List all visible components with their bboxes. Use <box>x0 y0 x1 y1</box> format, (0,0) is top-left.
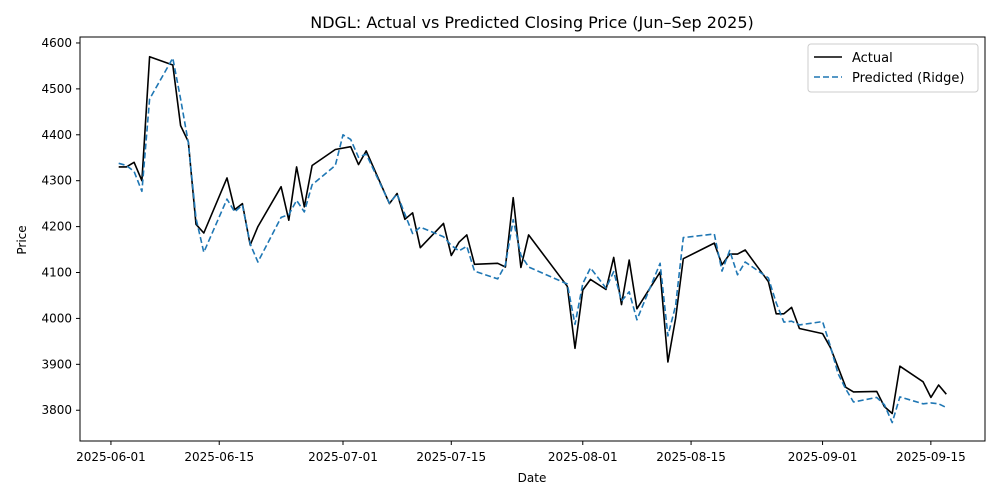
x-axis: 2025-06-01 2025-06-15 2025-07-01 2025-07-15… <box>76 441 966 464</box>
x-tick-label: 2025-08-01 <box>548 450 618 464</box>
chart-title: NDGL: Actual vs Predicted Closing Price … <box>310 13 754 32</box>
y-tick-label: 4600 <box>41 36 72 50</box>
legend-label: Predicted (Ridge) <box>852 71 964 86</box>
y-tick-label: 4200 <box>41 220 72 234</box>
y-tick-label: 4500 <box>41 82 72 96</box>
series-line-predicted <box>118 57 947 424</box>
x-tick-label: 2025-07-01 <box>308 450 378 464</box>
plot-area <box>79 36 986 442</box>
y-axis: 3800 3900 4000 4100 4200 4300 4400 4500 4600 <box>41 36 80 417</box>
y-tick-label: 4100 <box>41 266 72 280</box>
x-tick-label: 2025-06-01 <box>76 450 146 464</box>
series-layer <box>118 55 947 424</box>
x-axis-label: Date <box>518 471 547 485</box>
y-tick-label: 4000 <box>41 311 72 325</box>
x-tick-label: 2025-06-15 <box>184 450 254 464</box>
axes-frame <box>79 36 986 442</box>
y-tick-label: 4400 <box>41 128 72 142</box>
y-tick-label: 3900 <box>41 357 72 371</box>
x-tick-label: 2025-08-15 <box>656 450 726 464</box>
legend-box <box>807 43 979 93</box>
y-tick-label: 4300 <box>41 174 72 188</box>
legend: Actual Predicted (Ridge) <box>807 43 979 93</box>
y-tick-label: 3800 <box>41 403 72 417</box>
x-tick-label: 2025-09-15 <box>896 450 966 464</box>
legend-label: Actual <box>852 51 893 66</box>
x-tick-label: 2025-07-15 <box>416 450 486 464</box>
x-tick-label: 2025-09-01 <box>788 450 858 464</box>
y-axis-label: Price <box>15 225 29 254</box>
